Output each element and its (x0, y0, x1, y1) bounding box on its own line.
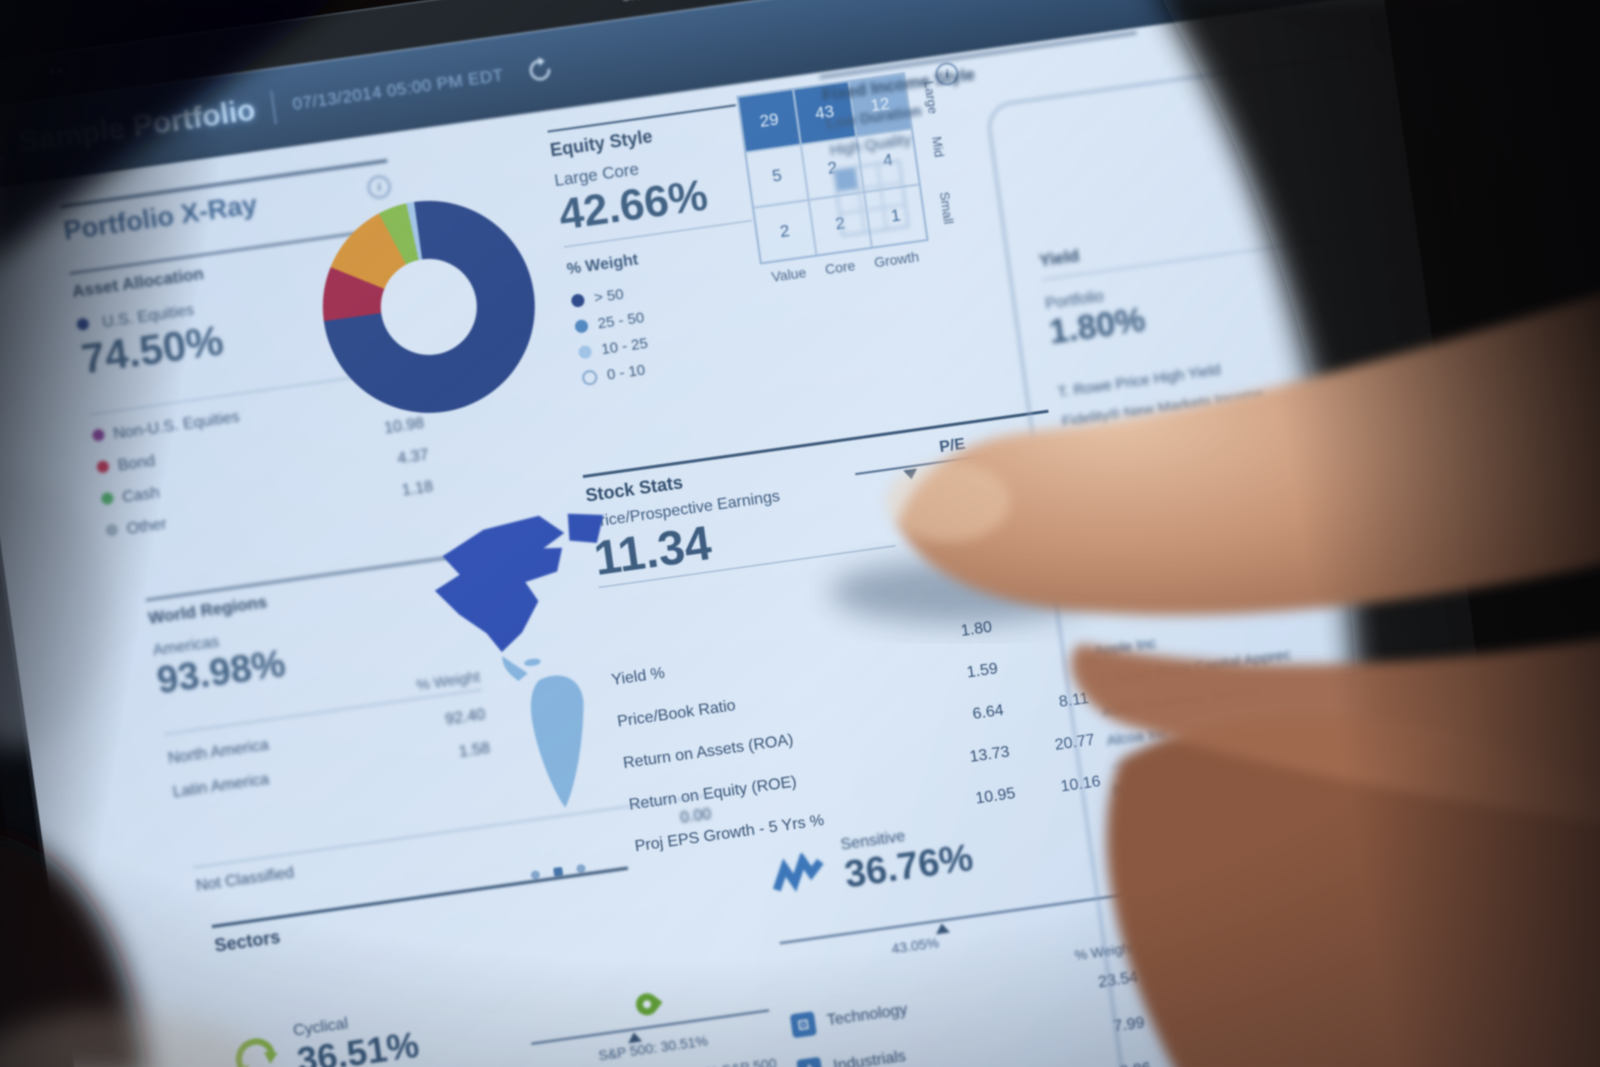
divider (270, 90, 278, 125)
refresh-icon[interactable] (525, 55, 554, 84)
legend-dot (577, 344, 593, 360)
style-cell: 29 (737, 89, 801, 153)
last-updated-timestamp: 07/13/2014 05:00 PM EDT (291, 65, 505, 114)
sensitive-zigzag-icon (772, 850, 824, 892)
style-cell: 5 (745, 144, 809, 208)
stocks-legend-label: Stocks (1154, 816, 1205, 840)
legend-dot (574, 318, 589, 334)
cyclical-block: Cyclical 36.51% (225, 978, 532, 1067)
stocks-legend-icon (1118, 822, 1144, 848)
benchmark-pin-icon (631, 988, 663, 1020)
status-time: 5:03 PM (621, 0, 682, 4)
us-equities-bullet (76, 317, 90, 331)
legend-bullet (100, 491, 115, 506)
fixed-income-style-box (832, 159, 910, 237)
legend-bullet (105, 523, 119, 537)
tablet-screen: 5:03 PM Sample Portfolio 07/13/2014 05:0… (0, 0, 1547, 1067)
style-cell: 2 (753, 199, 817, 264)
legend-dot (581, 369, 599, 387)
industrials-icon (796, 1056, 824, 1067)
cyclical-icon (235, 1038, 278, 1067)
carrier-signal-icon (49, 67, 63, 75)
portfolio-marker-icon (903, 468, 919, 481)
holdings-list: T. Rowe Price High Yield Fidelity® New M… (1056, 332, 1449, 852)
app-title: Sample Portfolio (16, 93, 258, 160)
legend-dot (570, 293, 586, 308)
legend-bullet (96, 460, 110, 474)
info-icon[interactable]: i (366, 174, 393, 201)
technology-icon (789, 1011, 817, 1039)
legend-bullet (91, 428, 106, 442)
weight-legend: > 50 25 - 50 10 - 25 0 - 10 (570, 267, 771, 388)
app-content: Portfolio X-Ray i Asset Allocation U.S. … (0, 0, 1547, 1067)
cyclical-table: S&P 500: 30.51% % Weight% S&P 500 14.64 … (527, 977, 797, 1067)
menu-icon[interactable] (0, 130, 4, 165)
